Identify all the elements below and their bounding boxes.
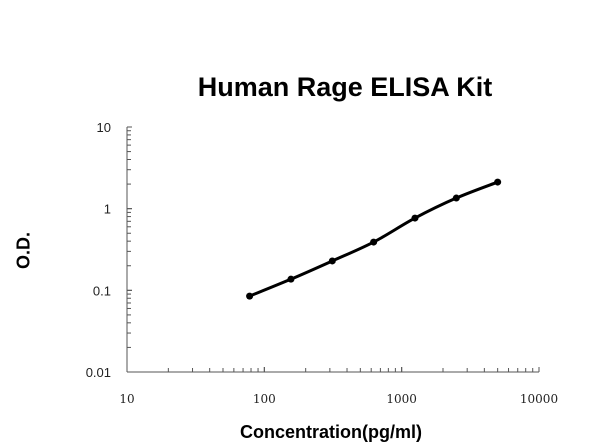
x-tick-label: 10000	[520, 392, 558, 406]
y-tick-label: 0.1	[93, 283, 111, 298]
tick-labels: 10 100 1000 10000 10 1 0.1 0.01	[86, 120, 558, 406]
data-point-marker	[411, 214, 419, 222]
y-tick-label: 1	[104, 202, 111, 217]
x-axis-label: Concentration(pg/ml)	[240, 422, 422, 442]
data-point-marker	[370, 238, 378, 246]
axes	[126, 126, 540, 373]
x-tick-label: 10	[119, 392, 134, 406]
chart-title: Human Rage ELISA Kit	[197, 72, 493, 102]
data-point-marker	[246, 292, 254, 300]
data-point-marker	[494, 178, 502, 186]
x-tick-label: 1000	[386, 392, 417, 406]
y-tick-label: 0.01	[86, 365, 111, 380]
data-series	[246, 178, 502, 300]
x-tick-label: 100	[253, 392, 276, 406]
data-point-marker	[328, 257, 336, 265]
y-tick-label: 10	[97, 120, 111, 135]
data-point-marker	[452, 194, 460, 202]
data-point-marker	[287, 275, 295, 283]
